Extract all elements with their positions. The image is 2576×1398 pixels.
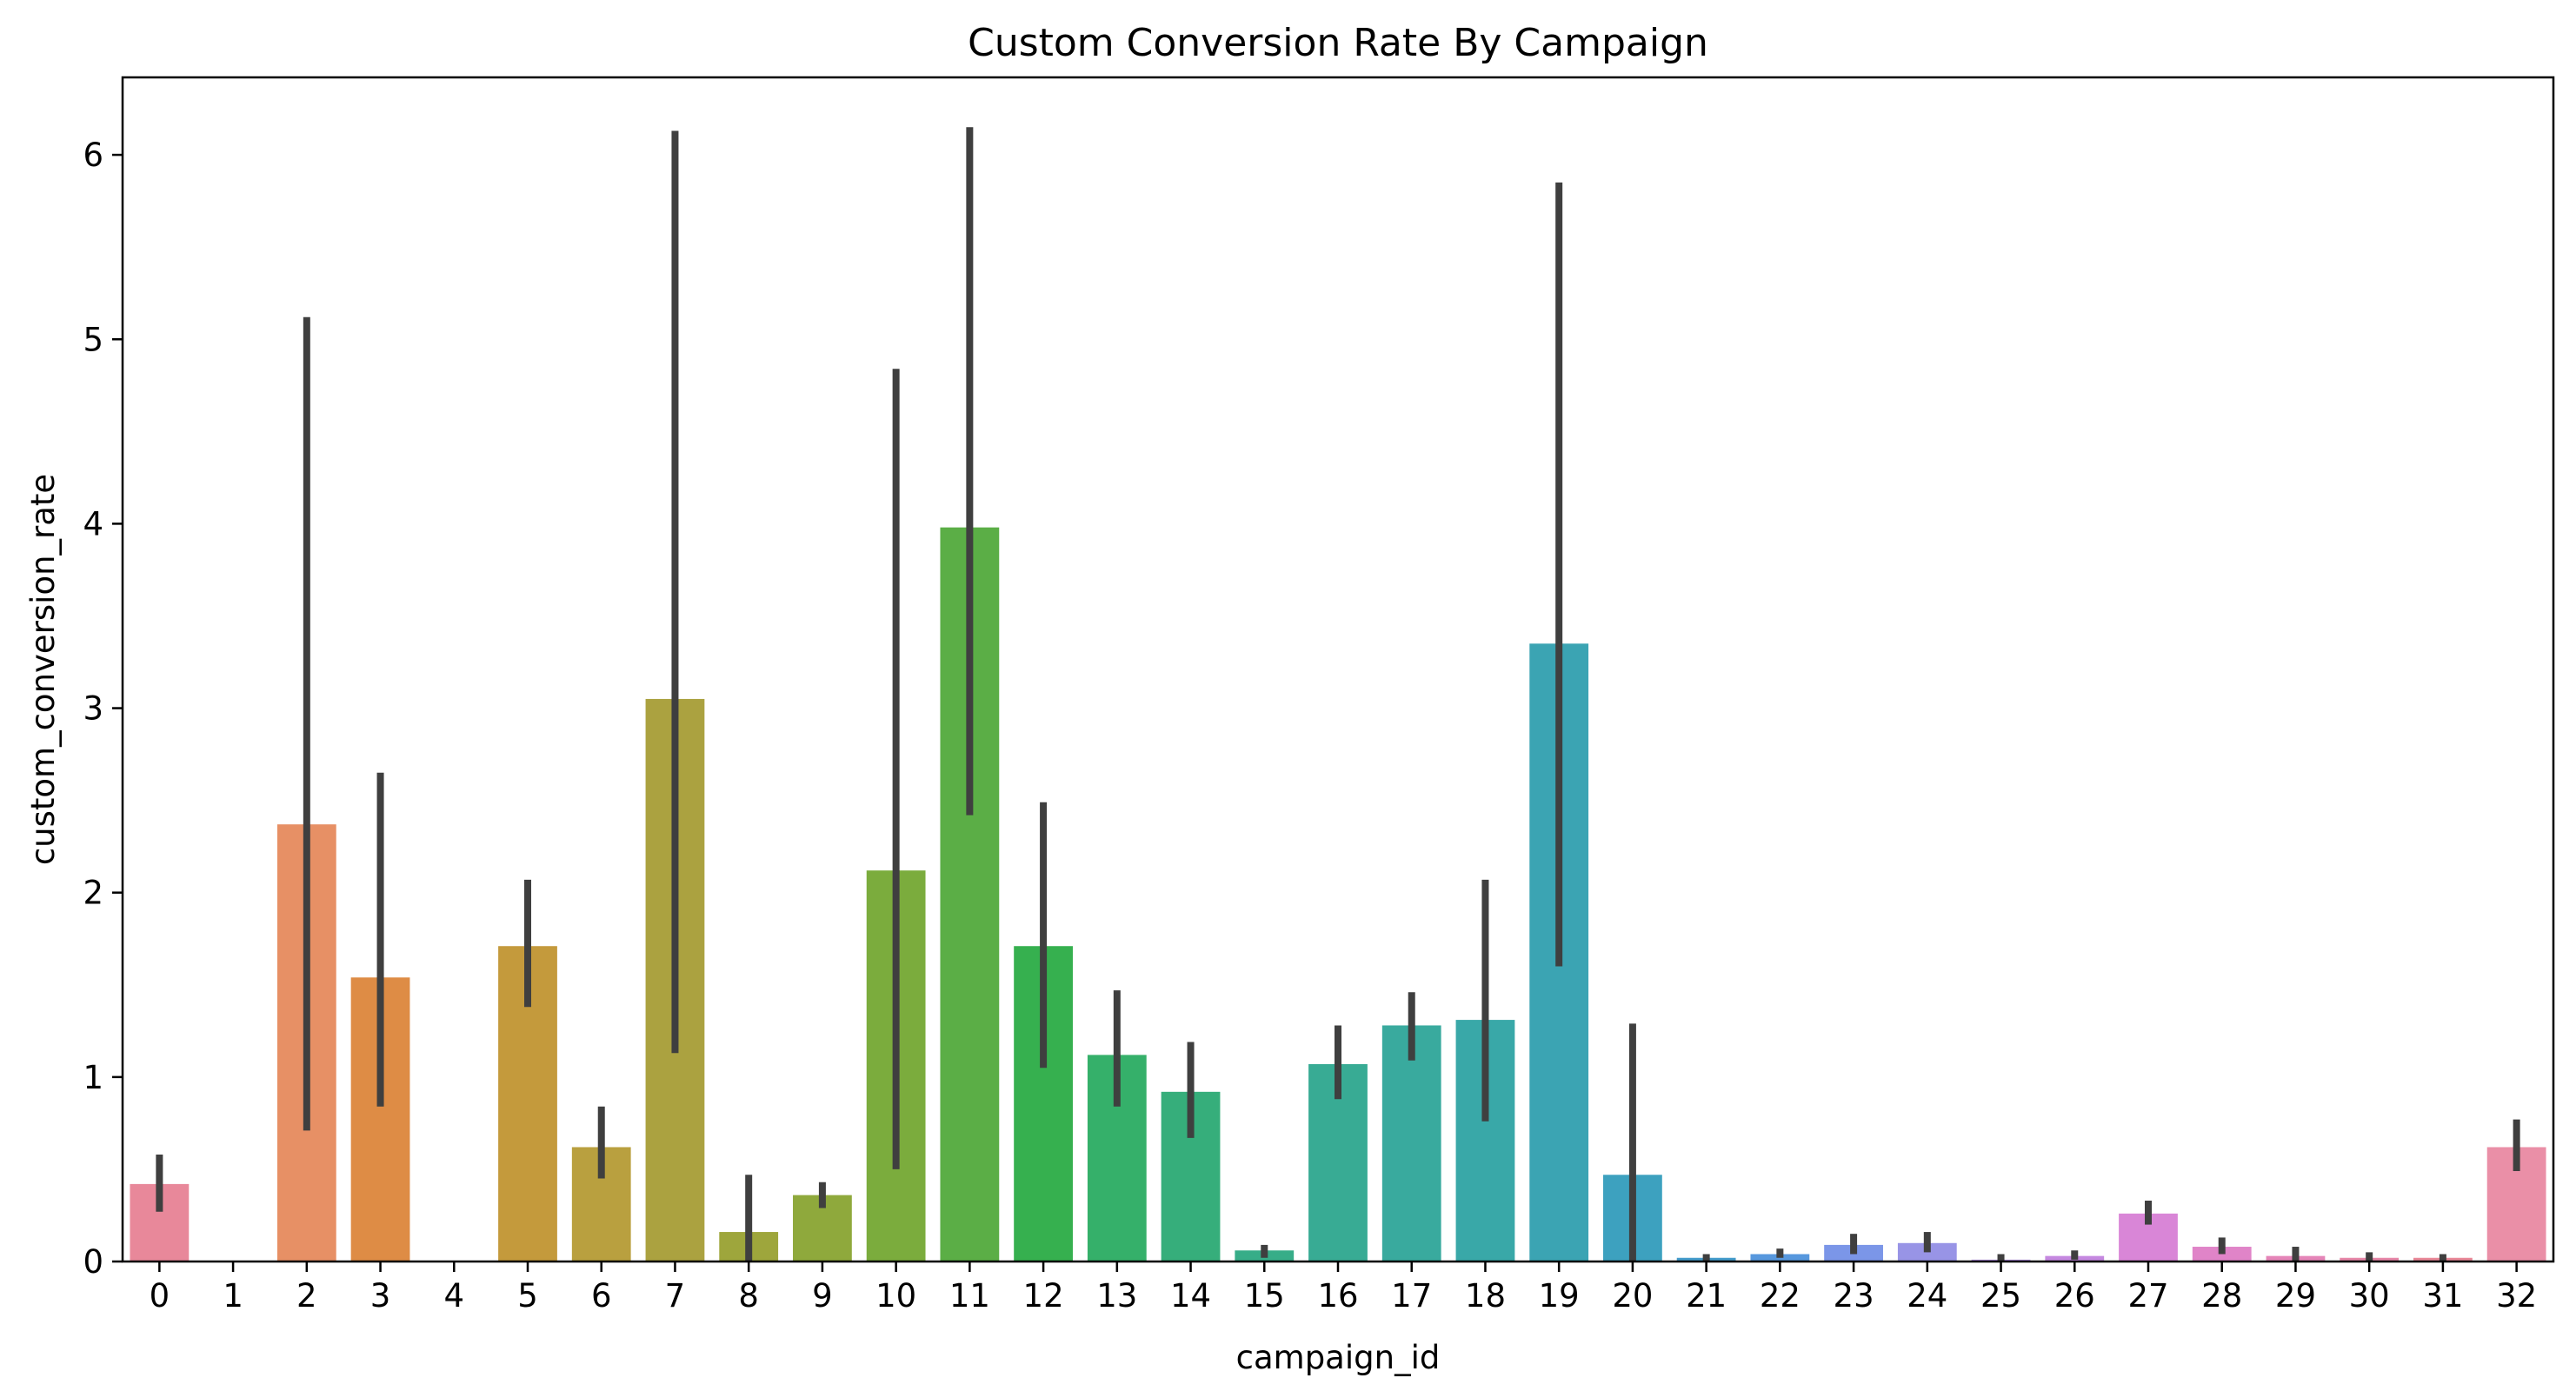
x-tick-label: 30 [2349,1277,2390,1315]
x-tick-label: 25 [1980,1277,2021,1315]
x-tick-label: 22 [1760,1277,1801,1315]
y-tick-label: 3 [83,690,103,728]
x-tick-label: 0 [150,1277,170,1315]
y-tick-label: 2 [83,875,103,912]
x-tick-label: 11 [949,1277,990,1315]
x-tick-label: 24 [1907,1277,1947,1315]
x-tick-label: 16 [1317,1277,1358,1315]
x-tick-label: 18 [1465,1277,1506,1315]
bar-campaign-22 [1750,1254,1810,1262]
x-tick-label: 13 [1096,1277,1137,1315]
x-tick-label: 26 [2054,1277,2095,1315]
x-tick-label: 14 [1170,1277,1211,1315]
x-tick-label: 19 [1539,1277,1580,1315]
x-tick-label: 17 [1391,1277,1432,1315]
x-tick-label: 31 [2422,1277,2463,1315]
y-axis-label: custom_conversion_rate [24,474,62,865]
y-tick-label: 4 [83,505,103,543]
x-tick-label: 9 [812,1277,833,1315]
x-tick-label: 15 [1244,1277,1285,1315]
x-tick-label: 29 [2275,1277,2316,1315]
bars-layer [130,527,2546,1262]
x-tick-label: 7 [665,1277,686,1315]
y-tick-label: 6 [83,136,103,174]
x-axis-label: campaign_id [1236,1339,1441,1376]
y-tick-label: 0 [83,1243,103,1281]
x-tick-label: 1 [223,1277,243,1315]
x-axis: 0 1 2 3 4 5 6 7 8 9 10 11 12 13 14 15 16 17 18 19 20 21 22 23 24… [150,1262,2537,1315]
chart-title: Custom Conversion Rate By Campaign [968,21,1708,65]
x-tick-label: 12 [1023,1277,1064,1315]
x-tick-label: 20 [1612,1277,1653,1315]
x-tick-label: 21 [1686,1277,1727,1315]
y-tick-label: 1 [83,1059,103,1096]
x-tick-label: 8 [738,1277,759,1315]
x-tick-label: 28 [2201,1277,2242,1315]
x-tick-label: 27 [2127,1277,2168,1315]
error-bars-layer [156,127,2520,1262]
x-tick-label: 32 [2496,1277,2537,1315]
x-tick-label: 23 [1834,1277,1874,1315]
x-tick-label: 5 [517,1277,538,1315]
x-tick-label: 4 [443,1277,464,1315]
x-tick-label: 6 [591,1277,612,1315]
bar-campaign-17 [1381,1025,1441,1262]
x-tick-label: 3 [370,1277,391,1315]
x-tick-label: 2 [296,1277,317,1315]
x-tick-label: 10 [875,1277,916,1315]
y-tick-label: 5 [83,321,103,358]
y-axis: 0 1 2 3 4 5 6 [83,136,123,1281]
